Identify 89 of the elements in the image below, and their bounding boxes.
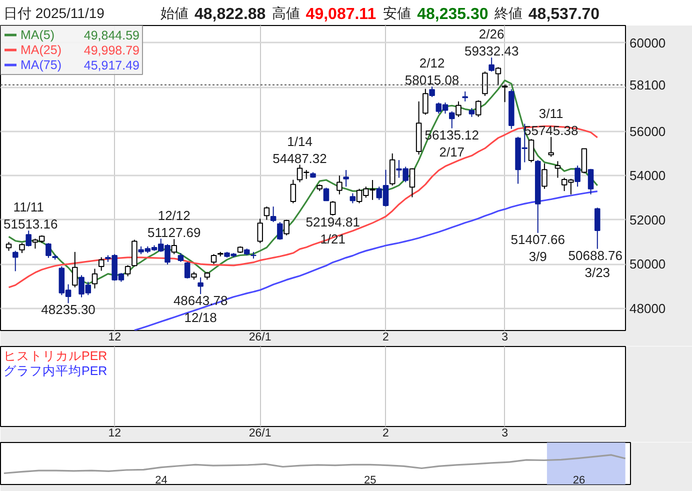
annotation: 51513.16 xyxy=(4,216,58,232)
candlestick xyxy=(389,152,396,186)
candlestick xyxy=(542,162,548,190)
annotation: 58015.08 xyxy=(404,72,460,88)
x-tick-label: 26 xyxy=(572,474,586,486)
candlestick xyxy=(588,168,594,195)
candlestick xyxy=(456,100,462,118)
annotation: 59332.43 xyxy=(464,44,519,59)
candlestick xyxy=(449,110,455,129)
annotation: 2/12 xyxy=(419,56,445,71)
legend-label: ヒストリカルPER xyxy=(4,349,108,363)
candlestick xyxy=(422,88,428,116)
annotation: 11/11 xyxy=(13,200,44,215)
candlestick xyxy=(124,264,131,277)
candlestick xyxy=(198,276,204,295)
y-tick-label: 52000 xyxy=(630,212,666,228)
y-tick-label: 56000 xyxy=(630,124,666,139)
candlestick xyxy=(92,268,98,289)
candlestick xyxy=(475,100,482,118)
candlestick xyxy=(26,230,32,247)
candlestick xyxy=(210,254,217,265)
annotation: 3/9 xyxy=(528,248,547,264)
annotation: 48235.30 xyxy=(41,302,96,318)
category-label: 12 xyxy=(108,428,121,440)
category-label: 3 xyxy=(502,428,508,440)
annotation: 1/14 xyxy=(287,134,312,149)
candlestick xyxy=(528,138,534,163)
annotation: 54487.32 xyxy=(272,150,327,166)
annotation: 50688.76 xyxy=(568,248,623,263)
annotation: 12/18 xyxy=(184,310,217,326)
y-tick-label: 48000 xyxy=(630,300,666,316)
candlestick xyxy=(270,206,276,223)
category-label: 26/1 xyxy=(248,428,272,440)
candlestick xyxy=(343,170,349,188)
candlestick xyxy=(548,136,554,158)
annotation: 52194.81 xyxy=(306,214,360,230)
candlestick xyxy=(429,86,435,98)
legend-label: MA(75) xyxy=(20,58,62,72)
candlestick xyxy=(290,179,296,204)
x-tick-label: 2 xyxy=(382,332,389,344)
candlestick xyxy=(46,242,52,258)
candlestick xyxy=(323,187,330,202)
candlestick xyxy=(581,148,588,174)
x-tick-label: 26/1 xyxy=(248,332,272,344)
y-tick-label: 60000 xyxy=(630,35,666,50)
chart-title: 日付 2025/11/19 xyxy=(4,5,105,21)
candlestick xyxy=(502,84,508,103)
annotation: 49,844.59 xyxy=(84,28,140,42)
y-tick-label: 54000 xyxy=(630,168,666,184)
annotation: 51127.69 xyxy=(147,225,201,240)
candlestick xyxy=(72,251,78,288)
x-tick-label: 24 xyxy=(155,474,168,486)
candlestick xyxy=(98,256,104,272)
annotation: 49,998.79 xyxy=(84,44,140,58)
candlestick xyxy=(284,219,290,236)
candlestick xyxy=(409,168,416,198)
category-label: 2 xyxy=(382,428,389,440)
candlestick xyxy=(574,165,580,188)
candlestick xyxy=(257,218,263,244)
y-tick-label: 50000 xyxy=(630,256,666,272)
candlestick xyxy=(171,238,177,255)
x-tick-label: 25 xyxy=(364,474,376,486)
candlestick xyxy=(488,57,494,72)
annotation: 51407.66 xyxy=(510,232,565,247)
annotation: 2/26 xyxy=(478,26,504,42)
candlestick xyxy=(330,200,336,216)
annotation: 3/23 xyxy=(584,264,610,280)
x-tick-label: 3 xyxy=(502,332,508,344)
ref-line-label: 58100 xyxy=(630,77,666,92)
candlestick xyxy=(350,192,356,204)
annotation: 3/11 xyxy=(538,106,564,121)
annotation: 12/12 xyxy=(158,208,190,224)
candlestick xyxy=(264,206,270,220)
candlestick xyxy=(554,160,561,178)
candlestick xyxy=(594,207,600,250)
x-tick-label: 12 xyxy=(108,332,121,344)
candlestick xyxy=(277,222,283,240)
candlestick xyxy=(184,261,190,279)
legend-label: MA(25) xyxy=(20,43,62,57)
candlestick xyxy=(495,66,502,86)
candlestick xyxy=(336,175,342,195)
candlestick xyxy=(482,71,488,96)
legend-label: MA(5) xyxy=(20,28,55,42)
annotation: 2/17 xyxy=(439,144,465,160)
annotation: 45,917.49 xyxy=(84,58,140,72)
candlestick xyxy=(12,250,18,272)
candlestick xyxy=(19,242,25,254)
legend-label: グラフ内平均PER xyxy=(4,364,108,378)
chart-subtitle: 始値 48,822.88 高値 49,087.11 安値 48,235.30 終値 48,537.70 xyxy=(160,5,600,23)
